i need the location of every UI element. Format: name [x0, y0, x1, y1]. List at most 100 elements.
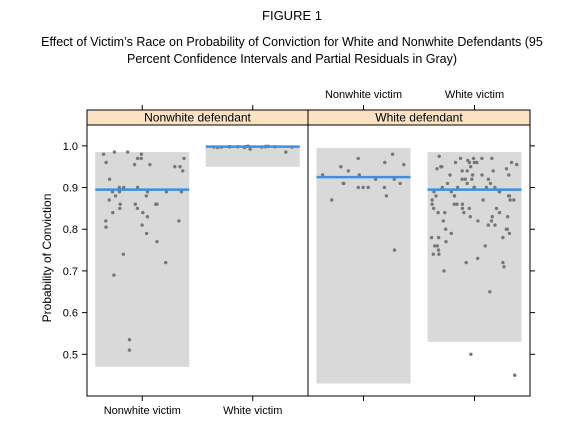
- residual-point: [453, 160, 458, 165]
- residual-point: [505, 227, 509, 231]
- panel-strip-label: Nonwhite defendant: [144, 111, 251, 125]
- residual-point: [178, 165, 182, 169]
- residual-point: [107, 177, 112, 181]
- residual-point: [330, 198, 334, 202]
- panel-strip-label: White defendant: [375, 111, 463, 125]
- residual-point: [470, 177, 474, 181]
- residual-point: [126, 150, 130, 154]
- residual-point: [436, 210, 440, 215]
- residual-point: [484, 185, 489, 190]
- residual-point: [434, 194, 438, 198]
- residual-point: [463, 177, 467, 181]
- residual-point: [104, 225, 108, 229]
- residual-point: [476, 256, 480, 261]
- residual-point: [468, 215, 472, 219]
- residual-point: [320, 173, 325, 177]
- residual-point: [164, 260, 168, 265]
- residual-point: [464, 260, 468, 265]
- residual-point: [493, 185, 497, 190]
- residual-point: [444, 227, 448, 231]
- residual-point: [112, 273, 116, 277]
- residual-point: [440, 165, 444, 169]
- residual-point: [490, 215, 494, 219]
- panel-strips: Nonwhite defendant White defendant: [86, 109, 531, 126]
- ci-band: [95, 152, 190, 367]
- residual-point: [122, 185, 126, 190]
- residual-point: [507, 231, 512, 236]
- residual-point: [471, 156, 476, 161]
- residual-point: [436, 235, 441, 240]
- residual-point: [472, 185, 477, 190]
- residual-point: [107, 198, 111, 202]
- residual-point: [181, 169, 185, 173]
- residual-point: [141, 210, 145, 215]
- residual-point: [515, 162, 519, 167]
- residual-point: [497, 210, 502, 215]
- residual-point: [452, 202, 456, 206]
- residual-point: [390, 152, 395, 156]
- residual-point: [104, 160, 108, 165]
- residual-point: [127, 338, 132, 342]
- residual-point: [431, 206, 436, 211]
- y-tick-label: 1.0: [63, 141, 78, 153]
- residual-point: [445, 181, 450, 186]
- residual-point: [111, 210, 115, 215]
- residual-point: [435, 167, 439, 171]
- estimate-lines: [95, 145, 522, 191]
- residual-point: [502, 265, 506, 269]
- residual-point: [248, 147, 252, 151]
- residual-point: [145, 215, 150, 219]
- residual-point: [384, 194, 389, 198]
- panel-frame: [307, 124, 531, 397]
- residual-point: [465, 181, 469, 186]
- residual-point: [356, 156, 360, 161]
- residual-point: [507, 173, 511, 177]
- ci-band: [205, 145, 300, 167]
- residual-point: [486, 177, 491, 181]
- residual-point: [460, 202, 465, 206]
- residual-point: [135, 156, 140, 161]
- residual-point: [455, 202, 459, 206]
- residual-point: [469, 165, 473, 169]
- residual-point: [488, 181, 493, 186]
- residual-point: [460, 169, 464, 173]
- residual-point: [480, 156, 484, 161]
- residual-point: [436, 248, 441, 252]
- residual-point: [448, 173, 452, 177]
- residual-point: [435, 244, 440, 248]
- residual-point: [173, 165, 177, 169]
- residual-point: [133, 202, 137, 206]
- residual-point: [346, 169, 350, 173]
- residual-point: [339, 165, 343, 169]
- residual-point: [449, 231, 453, 236]
- residual-point: [118, 206, 122, 211]
- residual-point: [444, 240, 448, 244]
- residual-point: [140, 223, 144, 227]
- residual-point: [433, 244, 437, 248]
- residual-point: [437, 154, 441, 158]
- top-axis-labels: Nonwhite victim White victim: [141, 89, 504, 110]
- panel-frames: [86, 124, 531, 397]
- residual-point: [501, 260, 505, 265]
- y-axis-label: Probability of Conviction: [40, 194, 54, 323]
- residual-point: [356, 185, 360, 190]
- residual-point: [382, 185, 387, 190]
- y-tick-label: 0.7: [63, 266, 78, 278]
- residual-point: [118, 202, 122, 206]
- residual-point: [431, 252, 435, 256]
- residual-point: [475, 160, 479, 165]
- chart-title: Effect of Victim’s Race on Probability o…: [41, 35, 543, 66]
- residual-point: [504, 167, 509, 171]
- residual-point: [361, 185, 365, 190]
- residual-point: [139, 152, 144, 156]
- residual-point: [481, 198, 485, 202]
- residual-point: [139, 156, 143, 161]
- residual-point: [443, 210, 447, 215]
- figure-label: FIGURE 1: [262, 8, 322, 23]
- residual-point: [437, 252, 441, 256]
- residual-point: [494, 206, 499, 211]
- residual-point: [148, 162, 152, 167]
- residual-point: [513, 373, 517, 377]
- residual-point: [357, 173, 361, 177]
